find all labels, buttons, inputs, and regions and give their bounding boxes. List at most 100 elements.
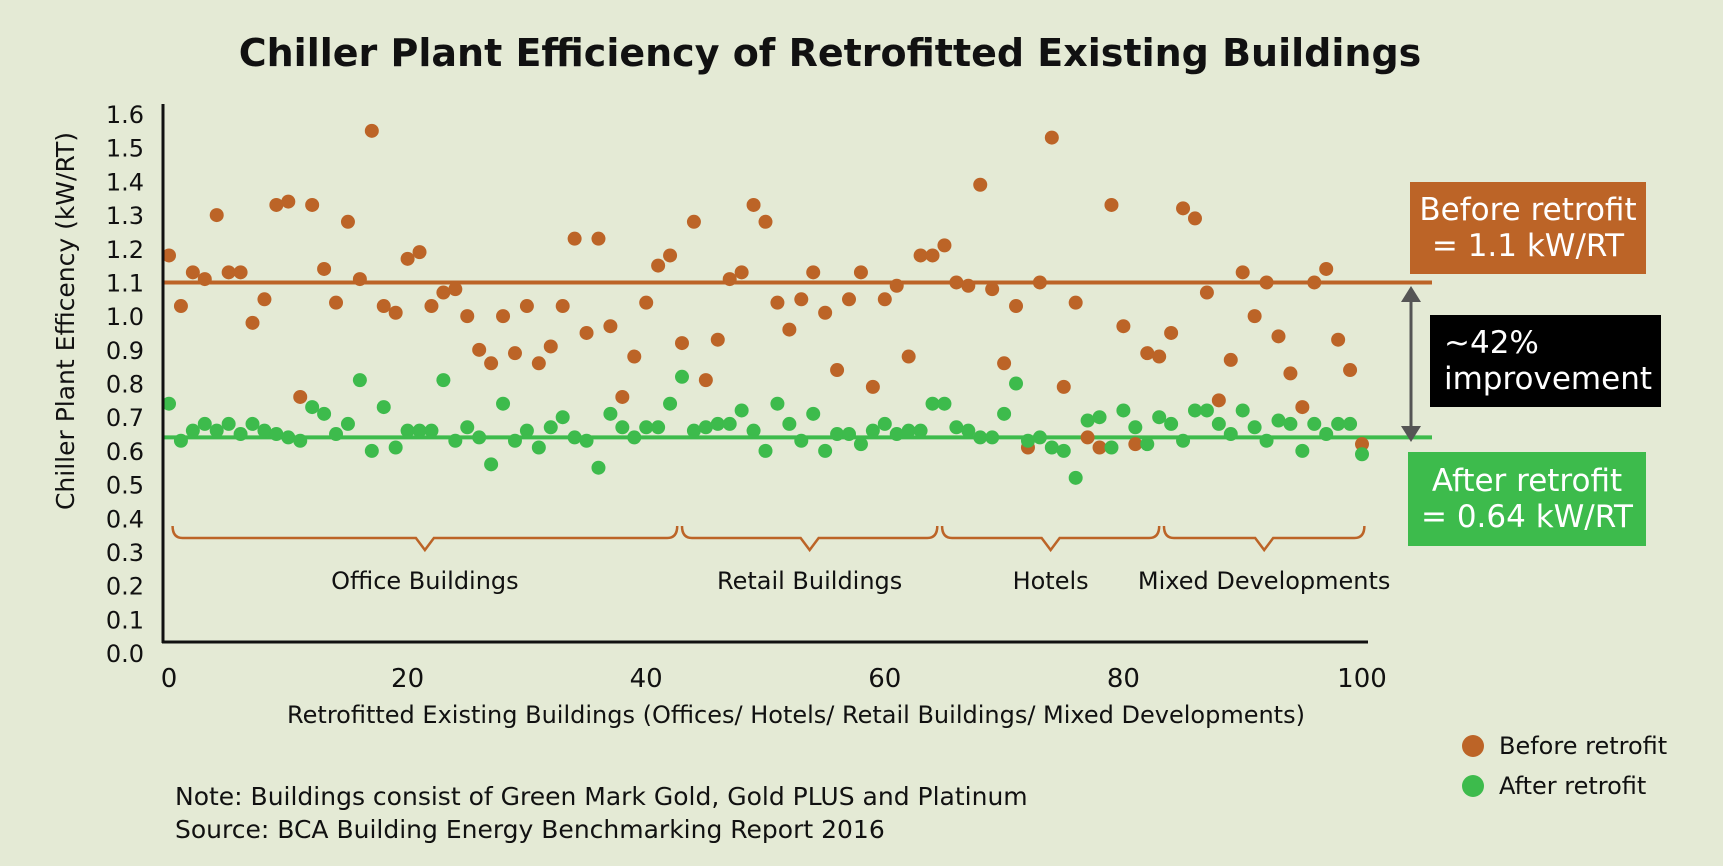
after-point <box>293 433 308 448</box>
after-point <box>340 416 355 431</box>
after-point <box>937 396 952 411</box>
before-point <box>1104 197 1119 212</box>
after-point <box>173 433 188 448</box>
y-axis-label: Chiller Plant Efficency (kW/RT) <box>51 132 80 510</box>
group-brace <box>1162 525 1366 553</box>
before-point <box>877 292 892 307</box>
group-label: Mixed Developments <box>1138 567 1391 595</box>
group-brace <box>940 525 1161 553</box>
before-point <box>340 214 355 229</box>
after-point <box>424 423 439 438</box>
category-groups: Office Buildings Retail Buildings Hotels Mi… <box>171 525 1391 595</box>
group-label: Hotels <box>1013 567 1089 595</box>
after-point <box>519 423 534 438</box>
before-point <box>1331 332 1346 347</box>
after-point <box>543 420 558 435</box>
after-point <box>722 416 737 431</box>
before-point <box>615 389 630 404</box>
before-point <box>1152 349 1167 364</box>
after-point <box>842 427 857 442</box>
after-point <box>1187 403 1202 418</box>
after-point <box>1152 410 1167 425</box>
before-point <box>591 231 606 246</box>
before-point <box>734 265 749 280</box>
x-tick-label: 20 <box>391 664 424 694</box>
before-point <box>484 356 499 371</box>
y-tick-label: 0.1 <box>106 606 144 634</box>
after-point <box>865 423 880 438</box>
after-point <box>734 403 749 418</box>
after-point <box>221 416 236 431</box>
after-point <box>1056 443 1071 458</box>
before-point <box>1056 379 1071 394</box>
y-axis-ticks: 0.0 0.1 0.2 0.3 0.4 0.5 0.6 0.7 0.8 0.9 1.0 1.1 1.2 1… <box>106 101 144 668</box>
after-point <box>579 433 594 448</box>
after-point <box>1104 440 1119 455</box>
before-point <box>698 373 713 388</box>
y-tick-label: 0.9 <box>106 337 144 365</box>
before-point <box>460 309 475 324</box>
before-point <box>364 123 379 138</box>
improvement-callout-line-2: improvement <box>1444 361 1653 397</box>
before-retrofit-callout: Before retrofit = 1.1 kW/RT <box>1410 182 1646 274</box>
after-point <box>376 400 391 415</box>
improvement-callout: ~42% improvement <box>1430 315 1661 407</box>
after-point <box>686 423 701 438</box>
before-point <box>400 251 415 266</box>
after-point <box>901 423 916 438</box>
y-tick-label: 1.0 <box>106 303 144 331</box>
before-point <box>269 197 284 212</box>
after-point <box>853 437 868 452</box>
before-point <box>257 292 272 307</box>
y-tick-label: 0.7 <box>106 404 144 432</box>
before-point <box>1116 319 1131 334</box>
after-point <box>1032 430 1047 445</box>
before-point <box>221 265 236 280</box>
after-point <box>364 443 379 458</box>
after-point <box>973 430 988 445</box>
after-point <box>651 420 666 435</box>
before-point <box>352 272 367 287</box>
after-point <box>710 416 725 431</box>
before-point <box>1271 329 1286 344</box>
before-point <box>889 278 904 293</box>
after-point <box>448 433 463 448</box>
after-point <box>317 406 332 421</box>
after-point <box>830 427 845 442</box>
legend-after-label: After retrofit <box>1499 772 1647 800</box>
data-points <box>162 123 1369 485</box>
before-point <box>651 258 666 273</box>
after-point <box>949 420 964 435</box>
improvement-arrow <box>1401 286 1421 442</box>
after-point <box>269 427 284 442</box>
y-tick-label: 0.2 <box>106 573 144 601</box>
note-text: Note: Buildings consist of Green Mark Go… <box>175 782 1028 811</box>
y-tick-label: 1.3 <box>106 202 144 230</box>
y-tick-label: 1.2 <box>106 236 144 264</box>
after-point <box>1044 440 1059 455</box>
after-point <box>1140 437 1155 452</box>
before-point <box>746 197 761 212</box>
before-point <box>997 356 1012 371</box>
before-point <box>1307 275 1322 290</box>
legend-before: Before retrofit <box>1462 732 1667 760</box>
before-point <box>519 299 534 314</box>
before-point <box>1211 393 1226 408</box>
group-brace <box>680 525 939 553</box>
before-point <box>543 339 558 354</box>
before-point <box>794 292 809 307</box>
before-point <box>162 248 176 263</box>
before-point <box>782 322 797 337</box>
after-point <box>281 430 296 445</box>
before-point <box>901 349 916 364</box>
before-point <box>317 261 332 276</box>
before-point <box>496 309 511 324</box>
x-tick-label: 80 <box>1107 664 1140 694</box>
after-point <box>782 416 797 431</box>
source-text: Source: BCA Building Energy Benchmarking… <box>175 815 885 844</box>
after-point <box>1343 416 1358 431</box>
x-axis-ticks: 0 20 40 60 80 100 <box>161 664 1387 694</box>
before-point <box>1247 309 1262 324</box>
after-point <box>1307 416 1322 431</box>
